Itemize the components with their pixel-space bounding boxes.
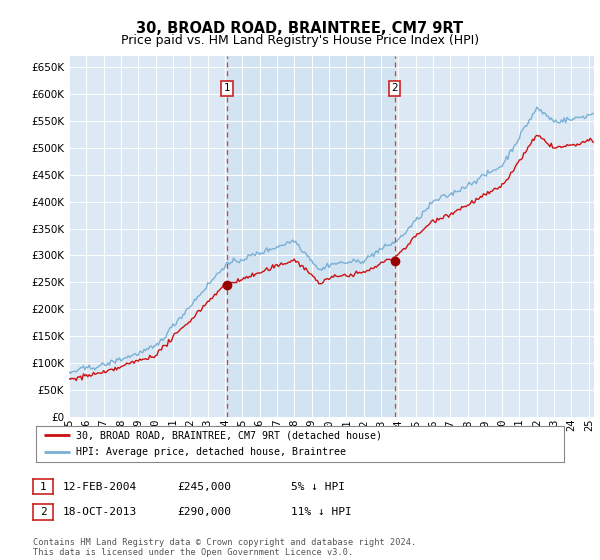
Text: 11% ↓ HPI: 11% ↓ HPI: [291, 507, 352, 517]
Text: £290,000: £290,000: [177, 507, 231, 517]
Text: £245,000: £245,000: [177, 482, 231, 492]
Text: 1: 1: [40, 482, 47, 492]
Text: HPI: Average price, detached house, Braintree: HPI: Average price, detached house, Brai…: [76, 447, 346, 457]
Text: Price paid vs. HM Land Registry's House Price Index (HPI): Price paid vs. HM Land Registry's House …: [121, 34, 479, 46]
Text: 30, BROAD ROAD, BRAINTREE, CM7 9RT (detached house): 30, BROAD ROAD, BRAINTREE, CM7 9RT (deta…: [76, 431, 382, 440]
Bar: [227, 56, 395, 417]
Text: 30, BROAD ROAD, BRAINTREE, CM7 9RT: 30, BROAD ROAD, BRAINTREE, CM7 9RT: [136, 21, 464, 36]
Text: Contains HM Land Registry data © Crown copyright and database right 2024.
This d: Contains HM Land Registry data © Crown c…: [33, 538, 416, 557]
Text: 1: 1: [224, 83, 230, 94]
Text: 5% ↓ HPI: 5% ↓ HPI: [291, 482, 345, 492]
Text: 18-OCT-2013: 18-OCT-2013: [63, 507, 137, 517]
Text: 2: 2: [40, 507, 47, 517]
Text: 2: 2: [391, 83, 398, 94]
Text: 12-FEB-2004: 12-FEB-2004: [63, 482, 137, 492]
